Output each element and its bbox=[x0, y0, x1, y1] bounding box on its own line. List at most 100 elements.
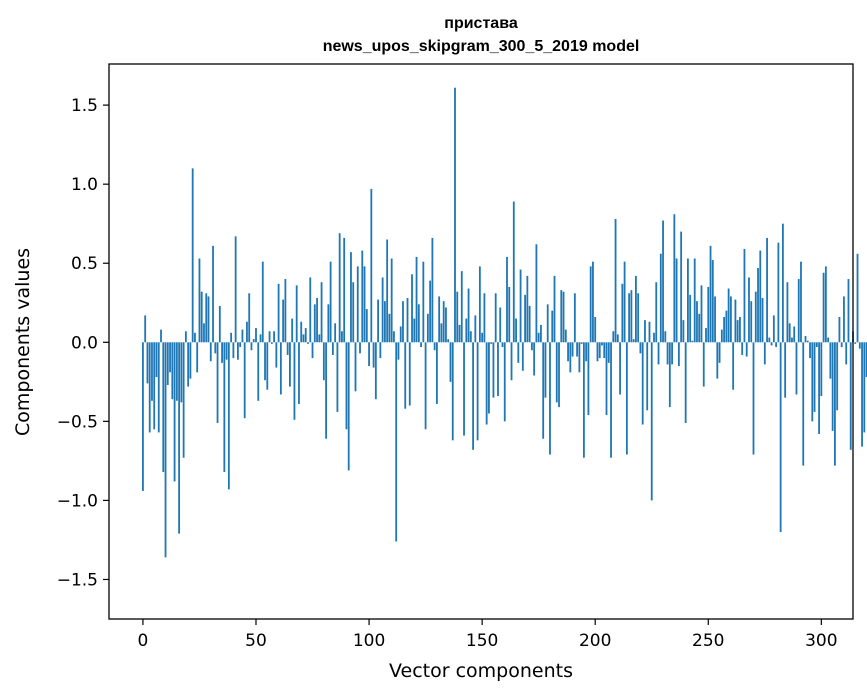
x-tick-label: 100 bbox=[353, 631, 385, 651]
bar-91 bbox=[347, 342, 350, 471]
bar-190 bbox=[571, 342, 574, 357]
bar-15 bbox=[175, 342, 178, 401]
bar-183 bbox=[555, 342, 558, 403]
bar-290 bbox=[797, 279, 800, 343]
bar-226 bbox=[653, 332, 655, 343]
bar-282 bbox=[779, 342, 782, 533]
bar-193 bbox=[578, 342, 581, 373]
bar-50 bbox=[255, 328, 257, 343]
bar-123 bbox=[420, 342, 422, 348]
bar-197 bbox=[587, 342, 590, 416]
bar-151 bbox=[483, 293, 486, 343]
bar-305 bbox=[831, 342, 834, 431]
bar-267 bbox=[745, 342, 748, 357]
bar-122 bbox=[417, 304, 420, 343]
bar-96 bbox=[359, 342, 361, 354]
bar-253 bbox=[714, 296, 716, 343]
bar-260 bbox=[729, 296, 732, 343]
bar-221 bbox=[641, 342, 644, 425]
bar-304 bbox=[829, 342, 832, 379]
bar-5 bbox=[153, 342, 156, 430]
bar-225 bbox=[650, 342, 653, 501]
bar-300 bbox=[820, 342, 823, 397]
bar-163 bbox=[510, 342, 513, 381]
bar-16 bbox=[178, 342, 181, 534]
bar-222 bbox=[644, 320, 646, 343]
bar-203 bbox=[601, 342, 603, 346]
bar-182 bbox=[553, 275, 556, 343]
bar-230 bbox=[662, 220, 664, 343]
bar-246 bbox=[698, 313, 701, 343]
bar-315 bbox=[854, 342, 857, 344]
bar-75 bbox=[311, 342, 314, 359]
bar-2 bbox=[146, 342, 149, 384]
bar-234 bbox=[671, 342, 673, 365]
bar-79 bbox=[320, 282, 323, 343]
bar-201 bbox=[596, 342, 599, 362]
bar-82 bbox=[327, 304, 330, 343]
bar-161 bbox=[506, 256, 508, 343]
bar-175 bbox=[537, 332, 540, 343]
bar-29 bbox=[207, 296, 210, 343]
bar-247 bbox=[700, 285, 703, 343]
bar-206 bbox=[607, 342, 610, 363]
bar-19 bbox=[184, 331, 187, 343]
bar-256 bbox=[720, 329, 723, 343]
bar-269 bbox=[750, 301, 753, 343]
y-tick-label: 0.0 bbox=[71, 333, 98, 353]
bar-166 bbox=[517, 342, 520, 363]
bar-301 bbox=[822, 272, 825, 343]
bar-62 bbox=[282, 299, 285, 343]
bar-248 bbox=[702, 342, 705, 387]
bar-45 bbox=[243, 342, 246, 419]
bar-268 bbox=[748, 277, 750, 343]
bar-20 bbox=[187, 342, 190, 387]
bar-159 bbox=[501, 342, 504, 348]
bar-308 bbox=[838, 316, 841, 343]
bar-132 bbox=[440, 323, 443, 343]
bar-250 bbox=[707, 286, 710, 343]
bar-291 bbox=[800, 261, 802, 343]
bar-286 bbox=[788, 323, 791, 343]
bar-219 bbox=[637, 293, 640, 343]
bar-244 bbox=[693, 258, 696, 343]
bar-297 bbox=[813, 342, 816, 412]
bar-14 bbox=[173, 342, 176, 482]
bar-38 bbox=[227, 342, 230, 490]
x-tick-label: 50 bbox=[245, 631, 267, 651]
bar-43 bbox=[239, 342, 242, 348]
bar-142 bbox=[463, 342, 465, 436]
bar-227 bbox=[655, 282, 658, 343]
bar-281 bbox=[777, 242, 780, 343]
bar-318 bbox=[861, 342, 863, 447]
bar-68 bbox=[295, 285, 298, 343]
bar-46 bbox=[246, 321, 248, 343]
bar-119 bbox=[411, 274, 413, 343]
bar-298 bbox=[815, 342, 818, 348]
bar-266 bbox=[743, 249, 746, 343]
bar-303 bbox=[827, 337, 830, 343]
bar-164 bbox=[512, 201, 515, 343]
bar-316 bbox=[856, 253, 859, 343]
bar-257 bbox=[723, 316, 726, 343]
bar-233 bbox=[668, 342, 671, 408]
chart-title-line2: news_upos_skipgram_300_5_2019 model bbox=[323, 38, 640, 55]
bar-307 bbox=[836, 342, 839, 411]
bar-67 bbox=[293, 342, 296, 420]
bar-97 bbox=[361, 250, 364, 343]
bar-51 bbox=[257, 342, 260, 401]
bar-274 bbox=[761, 298, 764, 343]
bar-211 bbox=[619, 342, 621, 395]
bar-87 bbox=[338, 233, 341, 343]
bar-276 bbox=[766, 237, 768, 343]
bar-255 bbox=[718, 342, 721, 363]
bar-174 bbox=[535, 244, 538, 343]
bar-271 bbox=[754, 291, 757, 343]
bar-9 bbox=[162, 342, 165, 472]
bar-37 bbox=[225, 342, 228, 360]
plot-area-frame bbox=[108, 63, 854, 620]
y-axis: −1.5 −1.0 −0.5 0.0 0.5 1.0 1.5 bbox=[57, 96, 109, 590]
bar-125 bbox=[424, 342, 427, 430]
bar-112 bbox=[395, 342, 398, 542]
bar-147 bbox=[474, 315, 477, 343]
